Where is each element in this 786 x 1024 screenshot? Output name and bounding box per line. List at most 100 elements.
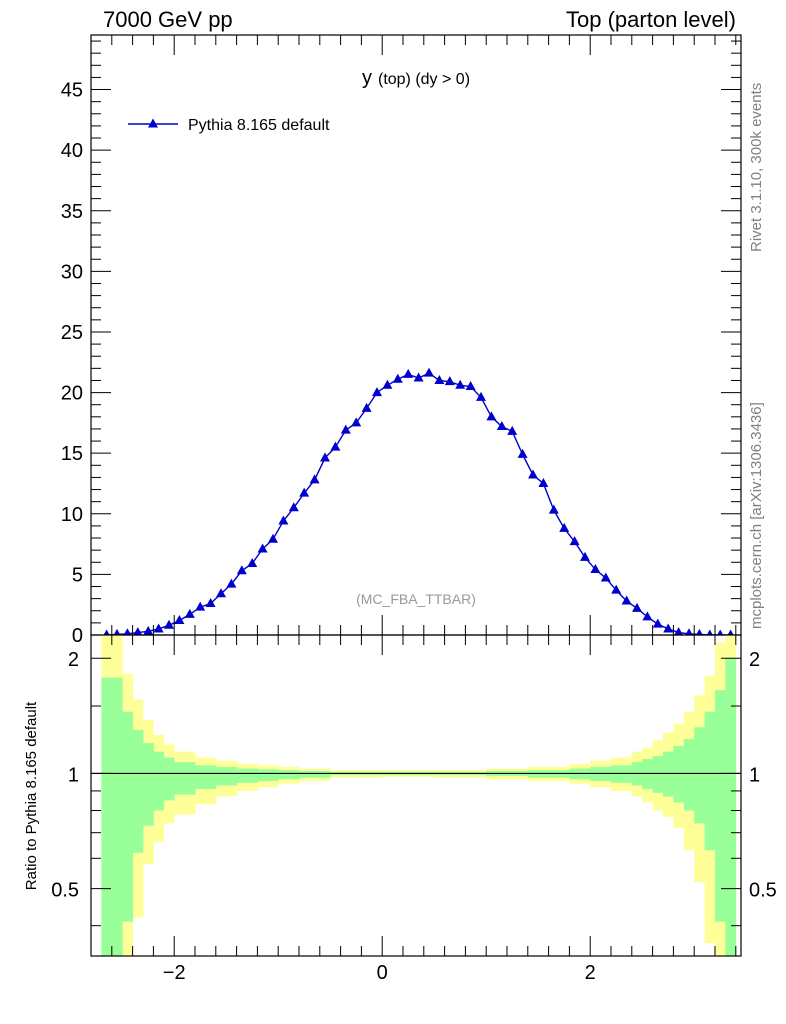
x-tick-label: −2: [163, 962, 186, 984]
data-point: [392, 373, 403, 383]
data-point: [674, 627, 684, 635]
data-point: [496, 421, 507, 431]
data-point: [611, 584, 622, 594]
data-point: [632, 602, 642, 612]
ratio-y-tick-label-right: 1: [749, 764, 760, 786]
energy-label: 7000 GeV pp: [103, 7, 233, 32]
ratio-y-tick-label-right: 0.5: [749, 880, 777, 902]
data-point: [476, 391, 486, 401]
data-point: [727, 629, 734, 635]
y-tick-label: 5: [72, 564, 83, 586]
data-point: [717, 629, 724, 635]
data-point: [706, 629, 713, 635]
process-label: Top (parton level): [566, 7, 736, 32]
y-tick-label: 35: [61, 201, 83, 223]
data-point: [143, 625, 154, 635]
data-point: [153, 623, 164, 633]
ratio-y-tick-label-left: 2: [68, 649, 79, 671]
data-point: [486, 411, 497, 421]
data-point: [372, 387, 382, 397]
x-tick-label: 2: [585, 962, 596, 984]
inner-band-bin: [257, 769, 279, 782]
inner-band-bin: [299, 770, 331, 778]
y-tick-label: 45: [61, 80, 83, 102]
inner-band-bin: [642, 759, 653, 790]
data-point: [434, 374, 445, 384]
plot-title: y (top) (dy > 0): [362, 67, 470, 89]
inner-band-bin: [725, 658, 737, 956]
data-point: [113, 628, 121, 635]
data-point: [663, 623, 674, 633]
main-plot: 0 5 10 15 20 25 30 35 40 45 y (top) (dy > 0) Pythia …: [61, 34, 742, 647]
data-point: [361, 402, 372, 412]
data-point: [538, 477, 549, 487]
inner-band-bin: [101, 677, 123, 956]
data-point: [257, 543, 268, 553]
data-point: [600, 572, 611, 582]
data-point: [133, 627, 143, 635]
main-data: [103, 367, 734, 635]
inner-band-bin: [153, 751, 165, 811]
analysis-tag: (MC_FBA_TTBAR): [356, 591, 476, 607]
data-point: [424, 367, 434, 377]
y-tick-label: 30: [61, 261, 83, 283]
title-main: y: [362, 67, 372, 89]
data-point: [351, 417, 362, 427]
data-point: [340, 424, 351, 434]
ratio-bands: [101, 635, 737, 956]
data-point: [642, 611, 653, 621]
data-point: [621, 595, 632, 605]
ratio-y-tick-label-left: 1: [68, 764, 79, 786]
data-point: [330, 441, 341, 451]
inner-band-bin: [663, 751, 674, 797]
data-point: [309, 474, 320, 484]
data-point: [195, 601, 206, 611]
data-point: [123, 628, 132, 635]
y-tick-label: 10: [61, 504, 83, 526]
data-point: [174, 614, 185, 624]
ratio-y-tick-label-right: 2: [749, 649, 760, 671]
y-tick-label: 20: [61, 383, 83, 405]
inner-band-bin: [143, 743, 154, 826]
inner-band-bin: [694, 727, 705, 824]
y-tick-label: 25: [61, 322, 83, 344]
y-tick-label: 40: [61, 140, 83, 162]
data-point: [548, 504, 559, 514]
legend: Pythia 8.165 default: [128, 117, 330, 134]
data-point: [507, 425, 518, 435]
legend-label: Pythia 8.165 default: [188, 117, 330, 134]
data-point: [103, 629, 110, 635]
y-tick-label: 15: [61, 443, 83, 465]
data-point: [184, 608, 195, 618]
ratio-plot: 0.5 0.5 1 1 2 2 −2 0 2 Ratio to Pythia 8.165 defa…: [23, 634, 777, 984]
data-point: [590, 564, 601, 574]
data-point: [528, 469, 538, 479]
data-point: [205, 597, 216, 607]
data-point: [465, 381, 476, 391]
data-point: [444, 376, 455, 386]
data-point: [652, 618, 663, 628]
y-tick-label: 0: [72, 625, 83, 647]
x-tick-label: 0: [377, 962, 388, 984]
inner-band-bin: [132, 729, 144, 853]
data-point: [164, 619, 174, 629]
inner-band-bin: [715, 690, 726, 922]
ratio-y-axis-label: Ratio to Pythia 8.165 default: [23, 701, 40, 890]
data-point: [382, 379, 393, 389]
inner-band-bin: [704, 711, 716, 851]
inner-band-bin: [278, 770, 300, 780]
inner-band-bin: [174, 762, 196, 795]
data-point: [559, 522, 570, 532]
data-point: [288, 502, 299, 512]
inner-band-bin: [236, 768, 258, 783]
data-point: [455, 379, 466, 389]
data-point: [226, 578, 237, 588]
data-point: [517, 448, 528, 458]
inner-band-bin: [195, 765, 217, 790]
title-sub: (top) (dy > 0): [378, 71, 470, 88]
data-point: [685, 628, 693, 635]
data-point: [413, 372, 424, 382]
data-point: [299, 487, 310, 497]
inner-band-bin: [652, 756, 664, 793]
